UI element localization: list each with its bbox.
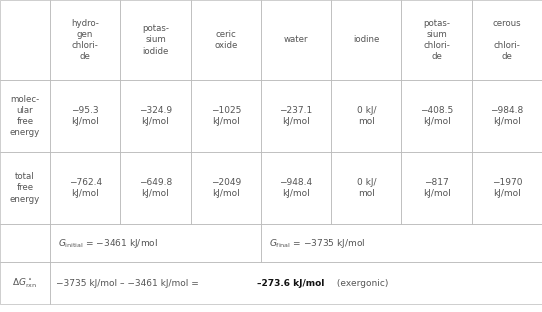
Text: −762.4
kJ/mol: −762.4 kJ/mol	[69, 178, 102, 198]
Text: $\Delta G^\circ_\mathrm{rxn}$: $\Delta G^\circ_\mathrm{rxn}$	[12, 276, 37, 290]
Bar	[402, 152, 472, 224]
Text: $G_\mathrm{initial}$ = −3461 kJ/mol: $G_\mathrm{initial}$ = −3461 kJ/mol	[58, 236, 158, 250]
Bar	[331, 152, 402, 224]
Text: −2049
kJ/mol: −2049 kJ/mol	[211, 178, 241, 198]
Text: −984.8
kJ/mol: −984.8 kJ/mol	[490, 106, 524, 126]
Text: (exergonic): (exergonic)	[334, 279, 389, 287]
Text: −324.9
kJ/mol: −324.9 kJ/mol	[139, 106, 172, 126]
Bar	[0, 224, 50, 262]
Text: iodine: iodine	[353, 36, 379, 45]
Text: potas-
sium
chlori-
de: potas- sium chlori- de	[423, 19, 450, 61]
Bar	[402, 80, 472, 152]
Text: −817
kJ/mol: −817 kJ/mol	[423, 178, 450, 198]
Bar	[261, 224, 542, 262]
Text: ceric
oxide: ceric oxide	[214, 30, 237, 50]
Bar	[191, 152, 261, 224]
Text: −1025
kJ/mol: −1025 kJ/mol	[210, 106, 241, 126]
Text: 0 kJ/
mol: 0 kJ/ mol	[357, 106, 376, 126]
Bar	[402, 0, 472, 80]
Text: −237.1
kJ/mol: −237.1 kJ/mol	[279, 106, 313, 126]
Text: −948.4
kJ/mol: −948.4 kJ/mol	[280, 178, 313, 198]
Bar	[0, 262, 50, 304]
Text: $G_\mathrm{final}$ = −3735 kJ/mol: $G_\mathrm{final}$ = −3735 kJ/mol	[269, 236, 365, 250]
Bar	[261, 80, 331, 152]
Bar	[50, 262, 542, 304]
Bar	[120, 0, 191, 80]
Bar	[50, 0, 120, 80]
Text: −3735 kJ/mol – −3461 kJ/mol =: −3735 kJ/mol – −3461 kJ/mol =	[56, 279, 202, 287]
Text: potas-
sium
iodide: potas- sium iodide	[142, 24, 169, 56]
Text: cerous

chlori-
de: cerous chlori- de	[493, 19, 521, 61]
Text: –273.6 kJ/mol: –273.6 kJ/mol	[257, 279, 324, 287]
Bar	[261, 152, 331, 224]
Bar	[472, 152, 542, 224]
Text: −649.8
kJ/mol: −649.8 kJ/mol	[139, 178, 172, 198]
Bar	[191, 80, 261, 152]
Bar	[0, 0, 50, 80]
Bar	[331, 0, 402, 80]
Bar	[331, 80, 402, 152]
Bar	[191, 0, 261, 80]
Bar	[472, 80, 542, 152]
Bar	[50, 224, 261, 262]
Bar	[261, 0, 331, 80]
Bar	[120, 80, 191, 152]
Text: −1970
kJ/mol: −1970 kJ/mol	[492, 178, 522, 198]
Bar	[0, 80, 50, 152]
Text: −95.3
kJ/mol: −95.3 kJ/mol	[71, 106, 99, 126]
Text: 0 kJ/
mol: 0 kJ/ mol	[357, 178, 376, 198]
Text: water: water	[284, 36, 308, 45]
Bar	[472, 0, 542, 80]
Text: hydro-
gen
chlori-
de: hydro- gen chlori- de	[71, 19, 99, 61]
Bar	[120, 152, 191, 224]
Text: −408.5
kJ/mol: −408.5 kJ/mol	[420, 106, 453, 126]
Bar	[50, 152, 120, 224]
Text: molec-
ular
free
energy: molec- ular free energy	[10, 95, 40, 137]
Bar	[50, 80, 120, 152]
Text: total
free
energy: total free energy	[10, 173, 40, 204]
Bar	[0, 152, 50, 224]
